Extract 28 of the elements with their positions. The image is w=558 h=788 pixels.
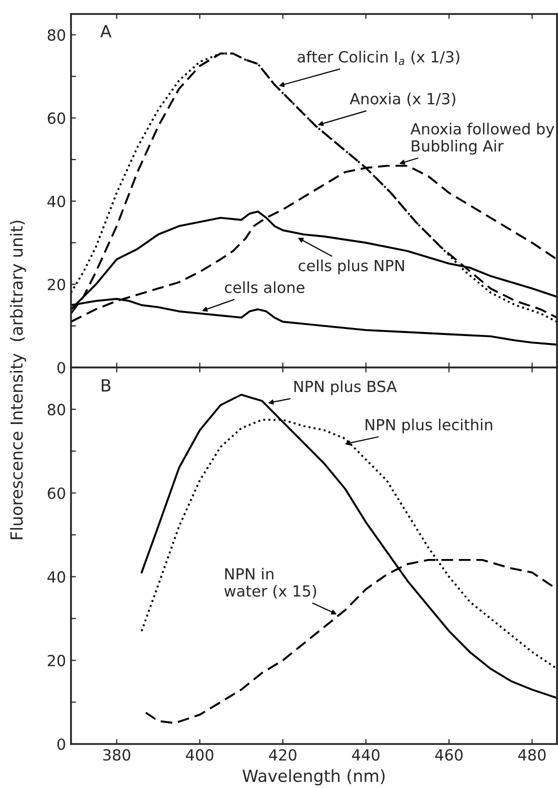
- y-tick-label: 20: [48, 654, 66, 666]
- annotation: after Colicin I$_{a}$ (x 1/3): [298, 50, 460, 66]
- y-tick-label: 80: [48, 29, 66, 41]
- y-tick-label: 60: [48, 487, 66, 500]
- annotation: Anoxia followed by Bubbling Air: [410, 122, 554, 155]
- annotation: NPN in water (x 15): [224, 568, 316, 599]
- y-tick-label: 0: [57, 362, 66, 374]
- x-tick-label: 400: [186, 749, 214, 761]
- x-tick-label: 480: [518, 749, 546, 761]
- y-tick-label: 40: [47, 571, 66, 583]
- x-tick-label: 420: [269, 749, 296, 761]
- x-tick-label: 440: [352, 749, 380, 761]
- x-axis-title: Wavelength (nm): [242, 769, 385, 786]
- annotation: NPN plus lecithin: [366, 418, 492, 434]
- y-tick-label: 80: [48, 404, 66, 416]
- annotation: cells alone: [224, 281, 304, 294]
- y-tick-label: 20: [48, 278, 66, 290]
- text: B: [102, 379, 110, 392]
- x-tick-label: 460: [435, 749, 463, 761]
- annotation: cells plus NPN: [298, 260, 404, 274]
- y-axis-title: Fluorescence Intensity (arbitrary unit): [10, 220, 26, 540]
- x-tick-label: 380: [103, 749, 130, 761]
- text: A: [100, 25, 112, 38]
- y-tick-label: 40: [47, 196, 66, 208]
- annotation: NPN plus BSA: [294, 380, 397, 396]
- annotation: Anoxia (x 1/3): [350, 92, 456, 106]
- y-tick-label: 60: [48, 112, 66, 124]
- y-tick-label: 0: [57, 738, 66, 750]
